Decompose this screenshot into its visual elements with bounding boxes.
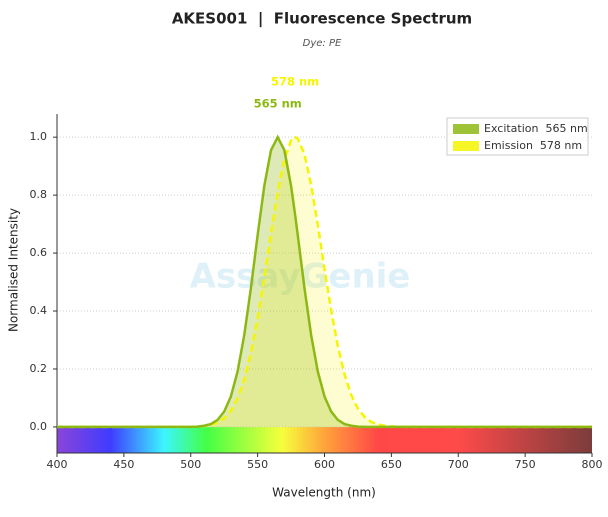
legend-swatch	[453, 124, 479, 134]
spectrum-bar	[57, 426, 592, 453]
chart-title: AKES001 | Fluorescence Spectrum	[172, 10, 472, 29]
x-tick-label: 550	[247, 458, 268, 471]
x-tick-label: 400	[47, 458, 68, 471]
legend-label: Excitation 565 nm	[484, 122, 588, 135]
area	[57, 137, 592, 427]
legend-label: Emission 578 nm	[484, 139, 582, 152]
watermark: AssayGenie	[190, 257, 411, 297]
x-tick-label: 500	[180, 458, 201, 471]
chart-subtitle: Dye: PE	[303, 38, 342, 49]
peak-label: 565 nm	[254, 97, 302, 111]
legend-swatch	[453, 141, 479, 151]
peak-label: 578 nm	[271, 75, 319, 89]
x-tick-label: 750	[515, 458, 536, 471]
y-tick-label: 0.0	[30, 420, 48, 433]
x-tick-label: 600	[314, 458, 335, 471]
y-tick-label: 1.0	[30, 130, 48, 143]
y-tick-label: 0.6	[30, 246, 48, 259]
series-line	[57, 134, 592, 429]
y-tick-label: 0.4	[30, 304, 48, 317]
y-tick-label: 0.2	[30, 362, 48, 375]
x-tick-label: 800	[582, 458, 603, 471]
x-axis-label: Wavelength (nm)	[272, 486, 376, 500]
y-axis-label: Normalised Intensity	[7, 208, 21, 332]
x-tick-label: 650	[381, 458, 402, 471]
x-tick-label: 700	[448, 458, 469, 471]
y-tick-label: 0.8	[30, 188, 48, 201]
x-tick-label: 450	[113, 458, 134, 471]
